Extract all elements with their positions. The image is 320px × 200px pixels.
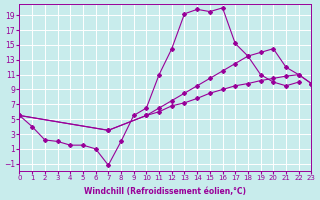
X-axis label: Windchill (Refroidissement éolien,°C): Windchill (Refroidissement éolien,°C) [84,187,246,196]
